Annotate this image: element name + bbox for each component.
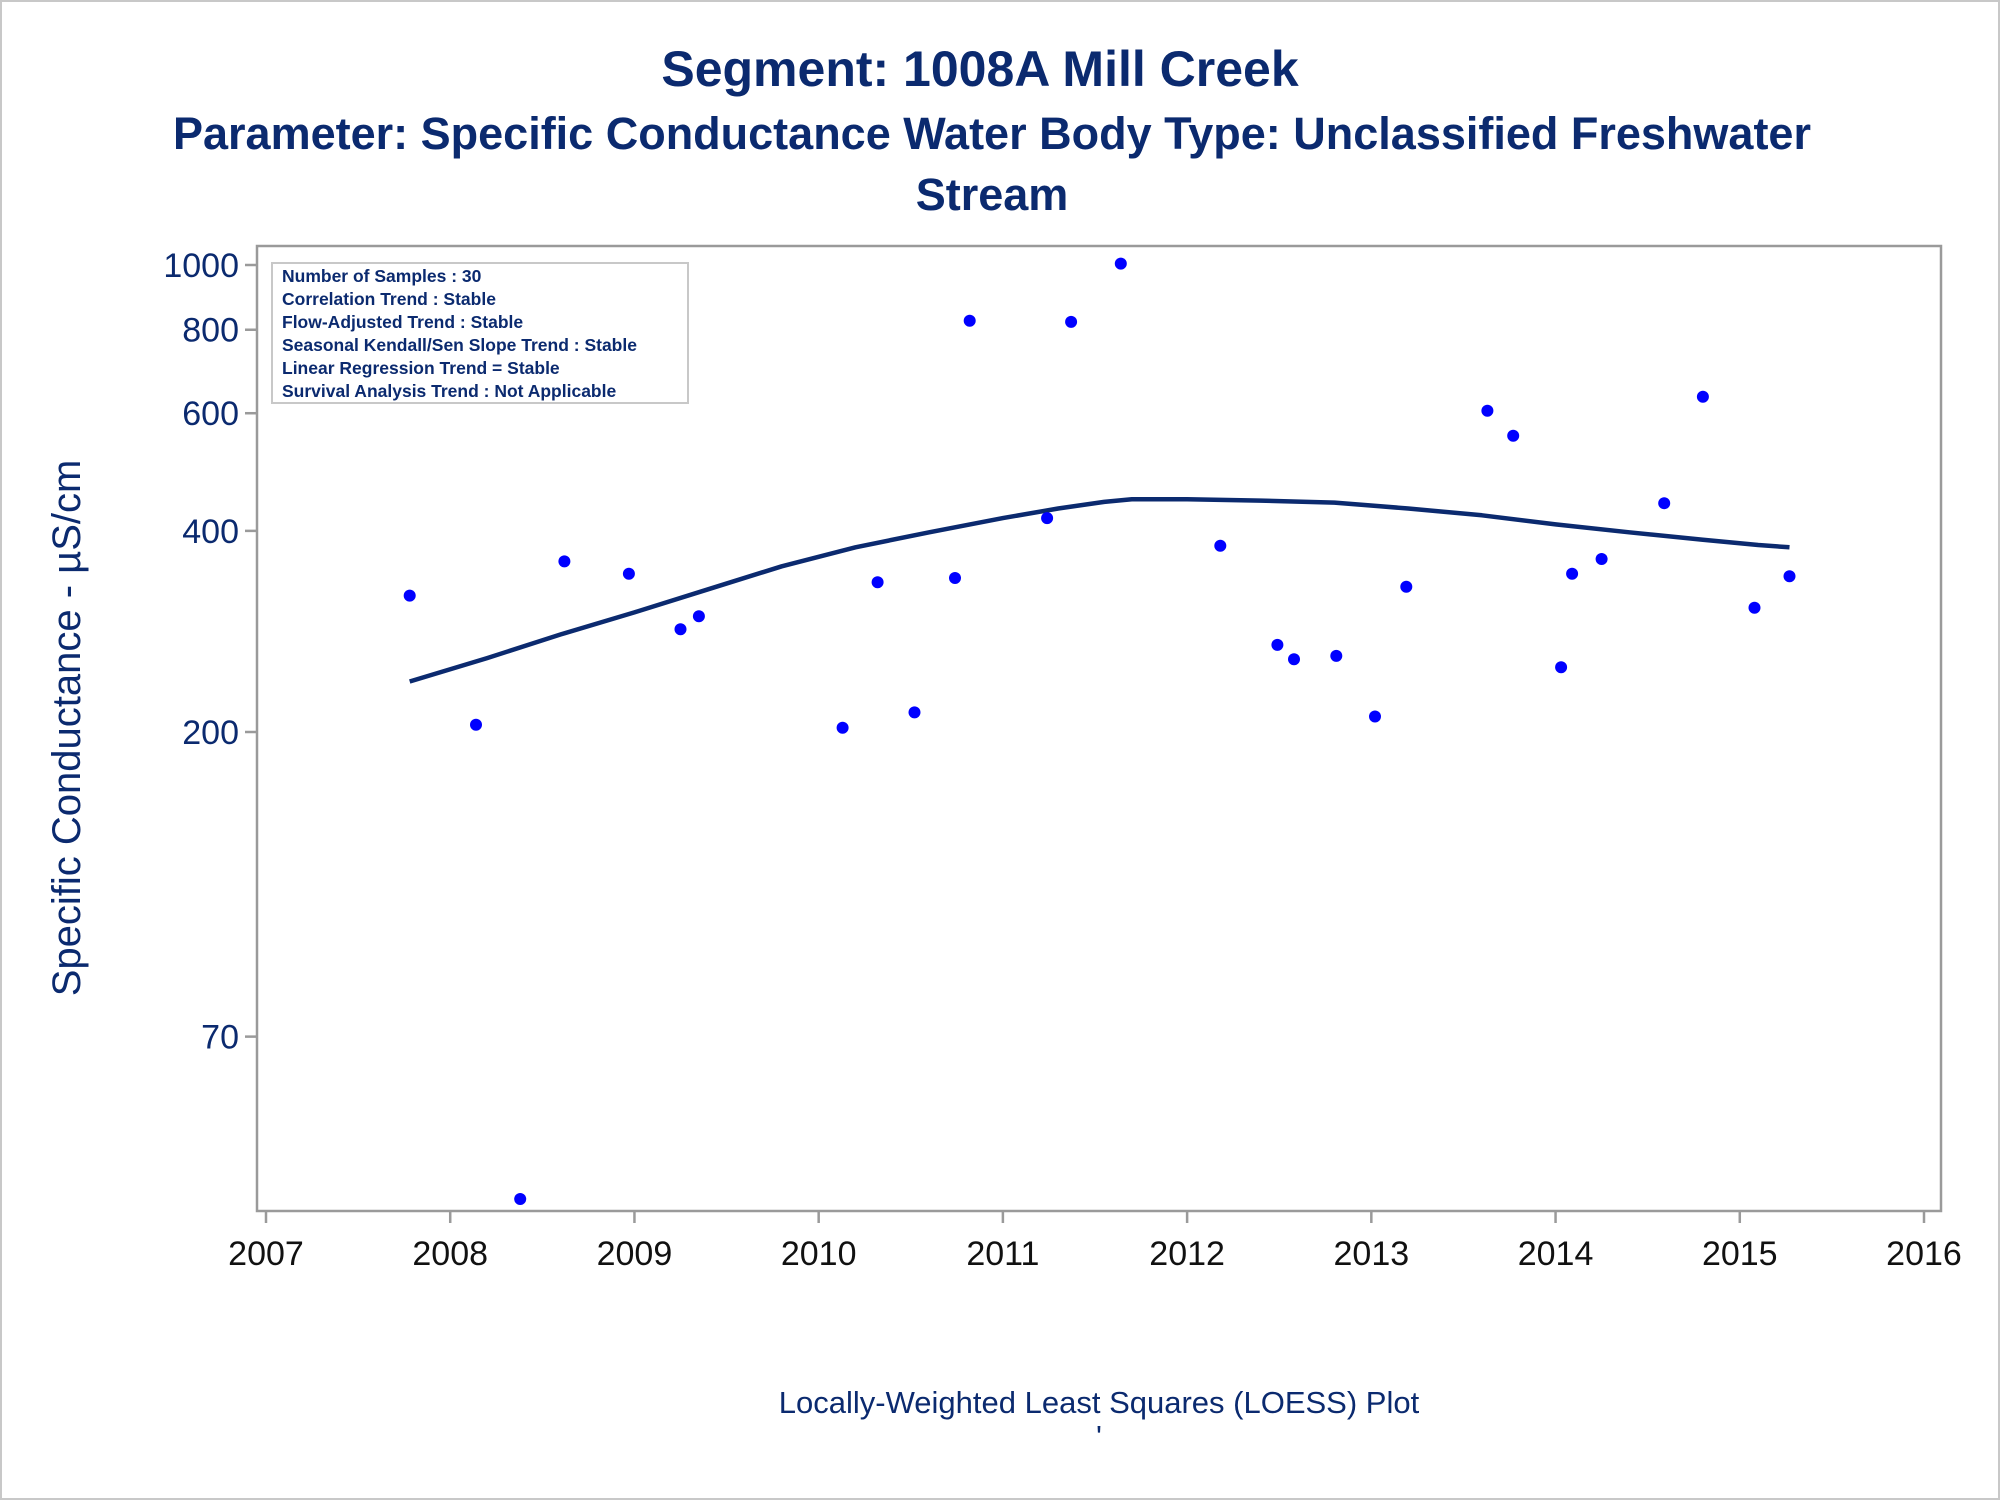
- data-point: [1696, 390, 1709, 403]
- x-tick-label: 2016: [1886, 1235, 1962, 1273]
- data-point: [403, 589, 416, 602]
- data-point: [1330, 649, 1343, 662]
- x-tick-label: 2013: [1334, 1235, 1410, 1273]
- x-tick-label: 2011: [966, 1235, 1039, 1273]
- x-tick-label: 2015: [1702, 1235, 1778, 1273]
- stats-line-flow-adjusted: Flow-Adjusted Trend : Stable: [282, 312, 523, 332]
- x-axis: 2007 2008 2009 2010 2011 2012 2013 2014 2015 2016: [228, 1211, 1962, 1273]
- data-point: [1271, 638, 1284, 651]
- y-tick-label: 1000: [163, 247, 239, 285]
- data-point: [1114, 257, 1127, 270]
- x-tick-label: 2010: [781, 1235, 857, 1273]
- data-point: [908, 706, 921, 719]
- y-axis-label: Specific Conductance - µS/cm: [45, 460, 89, 997]
- y-tick-label: 70: [201, 1019, 239, 1057]
- data-point: [963, 314, 976, 327]
- data-point: [949, 572, 961, 584]
- stats-line-correlation: Correlation Trend : Stable: [282, 289, 496, 309]
- data-point: [1566, 567, 1579, 580]
- data-point: [836, 721, 849, 734]
- data-point: [1507, 429, 1520, 442]
- data-point: [871, 576, 884, 589]
- data-point: [1041, 512, 1054, 525]
- chart-title: Segment: 1008A Mill Creek: [661, 41, 1298, 97]
- data-point: [1400, 580, 1413, 593]
- footnote: Locally-Weighted Least Squares (LOESS) P…: [779, 1385, 1420, 1420]
- y-tick-label: 800: [182, 312, 239, 350]
- chart-subtitle-line-2: Stream: [916, 169, 1069, 220]
- x-tick-label: 2014: [1518, 1235, 1594, 1273]
- data-point: [1783, 570, 1796, 583]
- stats-line-samples: Number of Samples : 30: [282, 266, 482, 286]
- stats-line-linear-regression: Linear Regression Trend = Stable: [282, 358, 560, 378]
- data-point: [1481, 404, 1494, 417]
- x-tick-label: 2007: [228, 1235, 304, 1273]
- data-point: [558, 555, 571, 568]
- chart-subtitle-line-1: Parameter: Specific Conductance Water Bo…: [173, 108, 1811, 159]
- data-point: [470, 718, 482, 731]
- loess-layer: [409, 497, 1790, 684]
- data-point: [1065, 315, 1078, 328]
- x-tick-label: 2012: [1149, 1235, 1225, 1273]
- stats-line-seasonal-kendall: Seasonal Kendall/Sen Slope Trend : Stabl…: [282, 335, 637, 355]
- stats-box-frame: [271, 262, 689, 404]
- data-point: [1288, 653, 1300, 666]
- data-point: [622, 567, 635, 580]
- data-point: [1555, 661, 1568, 674]
- plot-area: [255, 244, 1943, 1213]
- data-point: [1748, 601, 1761, 614]
- y-tick-label: 600: [182, 395, 239, 433]
- y-tick-label: 400: [182, 513, 239, 551]
- points-layer: [403, 257, 1796, 1205]
- data-point: [1369, 710, 1381, 723]
- x-tick-label: 2008: [412, 1235, 488, 1273]
- y-axis: 70 200 400 600 800 1000: [163, 247, 257, 1057]
- footnote-mark: ': [1096, 1419, 1102, 1454]
- data-point: [1658, 497, 1671, 510]
- stats-box: Number of Samples : 30 Correlation Trend…: [271, 262, 689, 404]
- stats-line-survival-analysis: Survival Analysis Trend : Not Applicable: [282, 381, 616, 401]
- data-point: [1595, 553, 1608, 565]
- x-tick-label: 2009: [597, 1235, 673, 1273]
- data-point: [674, 623, 687, 636]
- loess-line: [409, 497, 1790, 684]
- data-point: [514, 1193, 527, 1205]
- data-point: [1214, 539, 1227, 552]
- y-tick-label: 200: [182, 714, 239, 752]
- data-point: [692, 610, 705, 623]
